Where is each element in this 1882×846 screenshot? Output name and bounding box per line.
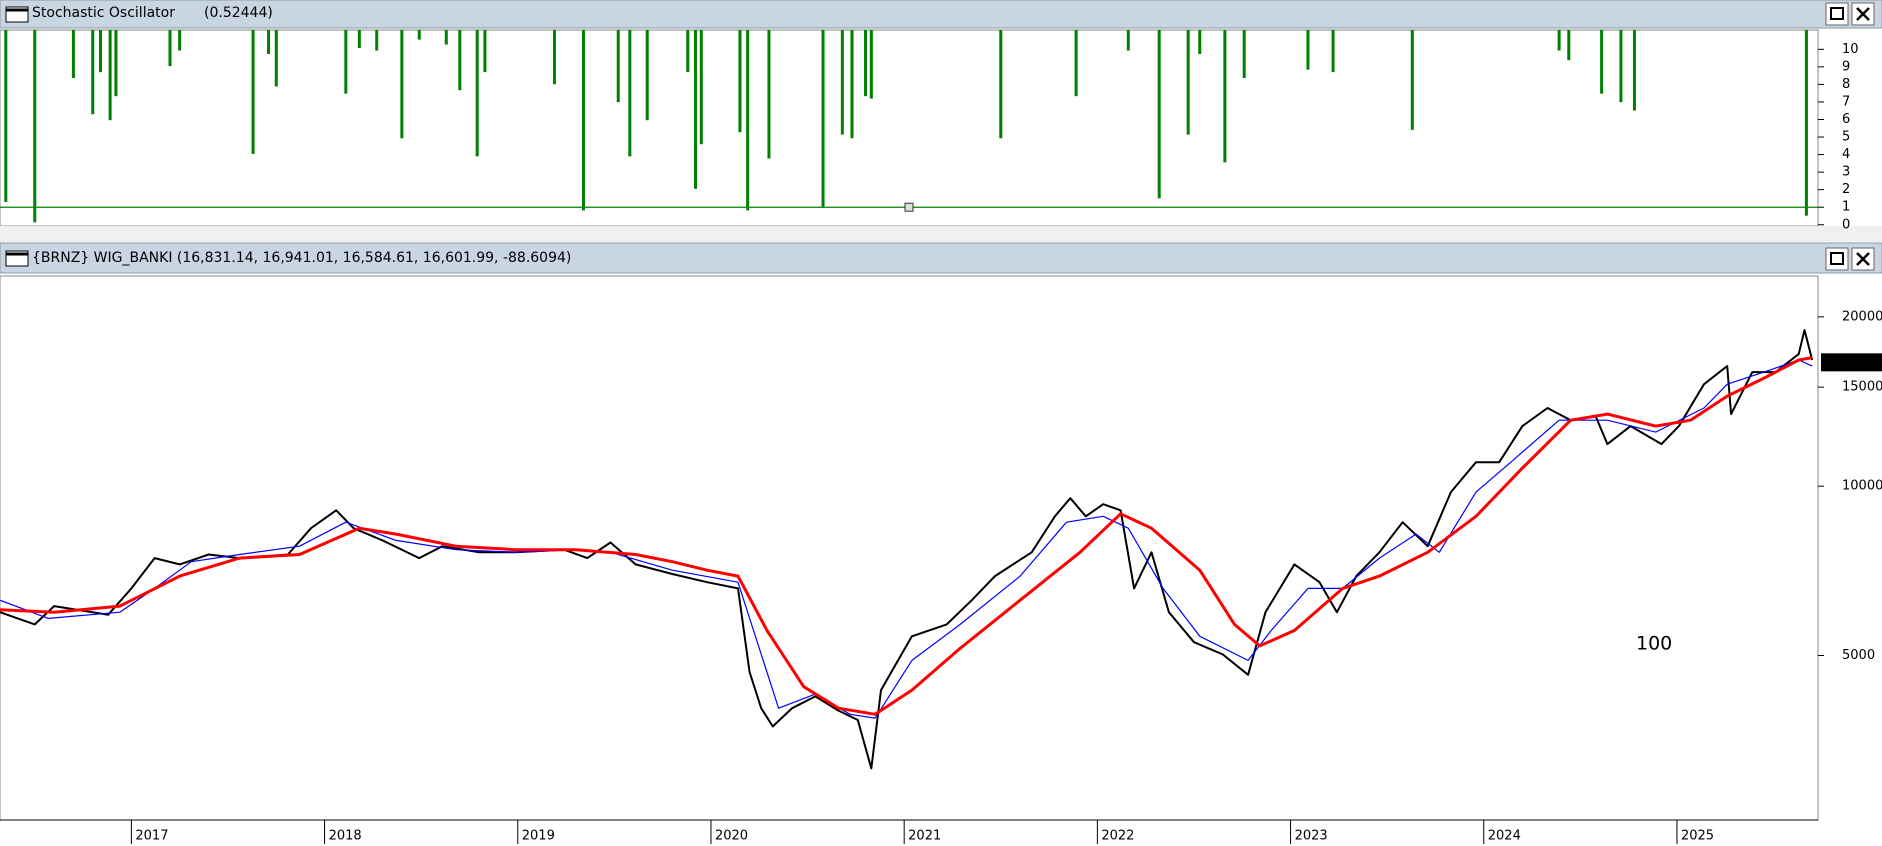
oscillator-bar xyxy=(581,30,585,211)
oscillator-bar xyxy=(71,30,75,79)
x-tick-label: 2017 xyxy=(135,829,168,844)
oscillator-bar xyxy=(1074,30,1078,97)
oscillator-bar xyxy=(483,30,487,73)
pane-splitter[interactable] xyxy=(0,226,1882,242)
oscillator-bar xyxy=(1198,30,1202,55)
y-tick-label: 2 xyxy=(1842,182,1850,197)
x-tick-label: 2025 xyxy=(1681,829,1714,844)
close-button[interactable] xyxy=(1851,2,1875,26)
oscillator-bar xyxy=(1331,30,1335,73)
pane-title-bar xyxy=(0,242,1882,274)
oscillator-bar xyxy=(686,30,690,73)
y-tick-label: 20000 xyxy=(1842,309,1882,324)
oscillator-bar xyxy=(1186,30,1190,135)
oscillator-bar xyxy=(251,30,255,154)
oscillator-bar xyxy=(1567,30,1571,61)
oscillator-bar xyxy=(738,30,742,133)
x-tick-label: 2022 xyxy=(1101,829,1134,844)
oscillator-bar xyxy=(616,30,620,103)
y-tick-label: 5000 xyxy=(1842,648,1875,663)
x-tick-label: 2019 xyxy=(522,829,555,844)
oscillator-bar xyxy=(1410,30,1414,130)
oscillator-bar xyxy=(1619,30,1623,103)
annotation: 100 xyxy=(1636,633,1672,655)
y-tick-label: 10 xyxy=(1842,42,1859,57)
oscillator-bar xyxy=(178,30,182,51)
x-tick-label: 2018 xyxy=(329,829,362,844)
oscillator-bar xyxy=(694,30,698,189)
oscillator-bar xyxy=(98,30,102,73)
oscillator-bar xyxy=(475,30,479,157)
price-line xyxy=(0,356,1813,716)
oscillator-bar xyxy=(91,30,95,115)
y-tick-label: 3 xyxy=(1842,165,1850,180)
oscillator-bar xyxy=(444,30,448,45)
y-tick-label: 4 xyxy=(1842,147,1850,162)
close-button[interactable] xyxy=(1851,247,1875,271)
y-tick-label: 1 xyxy=(1842,200,1850,215)
oscillator-bar xyxy=(1632,30,1636,111)
line-handle xyxy=(904,202,914,212)
y-tick-label: 8 xyxy=(1842,77,1850,92)
maximize-button[interactable] xyxy=(1825,247,1849,271)
last-value-label: 16601.99 xyxy=(1824,356,1881,370)
oscillator-bar xyxy=(375,30,379,51)
oscillator-bar xyxy=(840,30,844,135)
oscillator-bar xyxy=(767,30,771,159)
pane-title: {BRNZ} WIG_BANKI (16,831.14, 16,941.01, … xyxy=(32,250,571,266)
oscillator-bar xyxy=(1223,30,1227,163)
oscillator-bar xyxy=(274,30,278,87)
y-tick-label: 9 xyxy=(1842,59,1850,74)
pane-title-bar xyxy=(0,0,1882,29)
x-tick-label: 2020 xyxy=(715,829,748,844)
oscillator-plot xyxy=(0,29,1819,227)
oscillator-bar xyxy=(1126,30,1130,51)
pane-value: (0.52444) xyxy=(204,5,273,21)
oscillator-bar xyxy=(168,30,172,67)
oscillator-bar xyxy=(33,30,37,223)
oscillator-bar xyxy=(1600,30,1604,94)
oscillator-bar xyxy=(458,30,462,91)
maximize-button[interactable] xyxy=(1825,2,1849,26)
oscillator-bar xyxy=(417,30,421,40)
oscillator-bar xyxy=(999,30,1003,139)
y-tick-label: 15000 xyxy=(1842,380,1882,395)
oscillator-bar xyxy=(850,30,854,139)
price-plot xyxy=(0,275,1819,821)
last-value-marker xyxy=(1821,353,1882,372)
oscillator-bar xyxy=(645,30,649,121)
oscillator-bar xyxy=(267,30,271,55)
pane-title: Stochastic Oscillator xyxy=(32,5,175,21)
oscillator-bar xyxy=(4,30,8,202)
x-tick-label: 2021 xyxy=(908,829,941,844)
oscillator-bar xyxy=(821,30,825,207)
oscillator-bar xyxy=(552,30,556,85)
oscillator-bar xyxy=(357,30,361,49)
y-tick-label: 10000 xyxy=(1842,479,1882,494)
oscillator-bar xyxy=(1242,30,1246,79)
y-tick-label: 6 xyxy=(1842,112,1850,127)
oscillator-bar xyxy=(864,30,868,97)
oscillator-bar xyxy=(1804,30,1808,216)
oscillator-bar xyxy=(699,30,703,145)
x-tick-label: 2023 xyxy=(1295,829,1328,844)
x-tick-label: 2024 xyxy=(1488,829,1521,844)
y-tick-label: 7 xyxy=(1842,94,1850,109)
oscillator-bar xyxy=(344,30,348,94)
y-tick-label: 0 xyxy=(1842,217,1850,232)
oscillator-bar xyxy=(1306,30,1310,70)
y-tick-label: 5 xyxy=(1842,130,1850,145)
oscillator-bar xyxy=(114,30,118,97)
oscillator-bar xyxy=(746,30,750,211)
oscillator-bar xyxy=(628,30,632,157)
oscillator-bar xyxy=(108,30,112,121)
oscillator-bar xyxy=(869,30,873,99)
oscillator-bar xyxy=(1557,30,1561,51)
oscillator-bar xyxy=(400,30,404,139)
oscillator-bar xyxy=(1157,30,1161,199)
